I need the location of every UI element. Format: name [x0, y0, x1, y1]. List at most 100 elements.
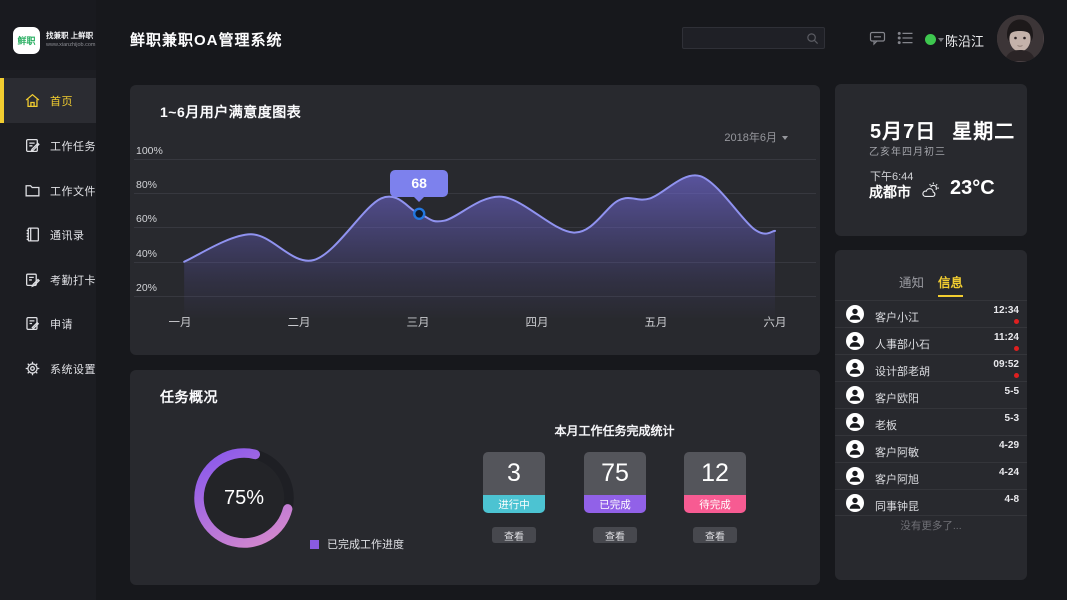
chevron-down-icon: [782, 136, 788, 141]
gear-icon: [24, 360, 41, 377]
date-filter-dropdown[interactable]: 2018年6月: [724, 129, 788, 145]
view-button-pending[interactable]: 查看: [693, 527, 737, 543]
date-heading: 5月7日 星期二: [870, 115, 1015, 144]
gridline: [134, 262, 816, 263]
brand-logo-icon: 鲜职: [13, 27, 40, 54]
chart-tooltip: 68: [390, 169, 449, 202]
message-time: 4-24: [998, 467, 1019, 478]
person-icon: [846, 413, 864, 431]
brand: 鲜职 找兼职 上鲜职 www.xianzhijob.com: [0, 0, 96, 70]
avatar[interactable]: [997, 15, 1044, 62]
legend-label: 已完成工作进度: [327, 539, 404, 551]
message-time: 11:24: [993, 332, 1019, 343]
active-indicator: [0, 212, 4, 257]
unread-dot: [1014, 319, 1019, 324]
temperature: 23°C: [950, 177, 995, 199]
chevron-down-icon: [938, 38, 944, 42]
tab-notice[interactable]: 通知: [898, 276, 924, 290]
user-name[interactable]: 陈沿江: [945, 34, 985, 49]
search-icon[interactable]: [806, 32, 819, 45]
sidebar-item-apply[interactable]: 申请: [0, 301, 96, 346]
active-indicator: [0, 301, 4, 346]
sidebar-item-attendance[interactable]: 考勤打卡: [0, 257, 96, 302]
stat-card-completed: 75 已完成: [584, 452, 646, 513]
unread-dot: [1014, 373, 1019, 378]
stat-card-pending: 12 待完成: [684, 452, 746, 513]
message-list-item[interactable]: 客户阿敏 4-29: [835, 435, 1027, 462]
tooltip-value: 68: [411, 175, 427, 192]
message-list-item[interactable]: 客户小江 12:34: [835, 300, 1027, 327]
sidebar-item-label: 工作文件: [50, 185, 96, 198]
sidebar-item-label: 首页: [50, 95, 73, 108]
sidebar: 鲜职 找兼职 上鲜职 www.xianzhijob.com 首页 工作任务 工作…: [0, 0, 96, 600]
unread-dot: [1014, 346, 1019, 351]
line-series: [183, 174, 776, 263]
message-list-item[interactable]: 客户欧阳 5-5: [835, 381, 1027, 408]
sidebar-item-files[interactable]: 工作文件: [0, 168, 96, 213]
contact-name: 客户欧阳: [875, 393, 919, 405]
satisfaction-chart-card: 1~6月用户满意度图表 2018年6月 100% 80% 60% 40% 20%…: [130, 85, 820, 355]
message-time: 4-8: [1004, 494, 1019, 505]
sidebar-item-contacts[interactable]: 通讯录: [0, 212, 96, 257]
person-icon: [846, 494, 864, 512]
legend-swatch: [310, 539, 319, 549]
message-icon[interactable]: [869, 30, 886, 46]
satisfaction-area-chart: [183, 174, 776, 318]
gridline: [134, 193, 816, 194]
stat-card-in-progress: 3 进行中: [483, 452, 545, 513]
donut-percent-label: 75%: [223, 487, 265, 509]
sidebar-item-home[interactable]: 首页: [0, 78, 96, 123]
stat-value: 3: [483, 452, 545, 495]
active-indicator: [0, 346, 4, 391]
chart-title: 1~6月用户满意度图表: [160, 104, 302, 120]
sidebar-item-label: 工作任务: [50, 140, 96, 153]
page-title: 鲜职兼职OA管理系统: [130, 32, 283, 49]
view-button-in-progress[interactable]: 查看: [492, 527, 536, 543]
tooltip-arrow: [414, 196, 425, 202]
x-axis-tick: 四月: [525, 317, 549, 329]
date-weather-card: 5月7日 星期二 乙亥年四月初三 下午6:44 成都市 23°C: [835, 84, 1027, 236]
message-list-item[interactable]: 客户阿旭 4-24: [835, 462, 1027, 489]
online-status-dot: [925, 34, 936, 45]
message-time: 09:52: [993, 359, 1019, 370]
stat-label: 待完成: [684, 495, 746, 513]
message-time: 5-3: [1004, 413, 1019, 424]
gridline: [134, 296, 816, 297]
message-time: 12:34: [993, 305, 1019, 316]
sidebar-item-label: 考勤打卡: [50, 274, 96, 287]
brand-url: www.xianzhijob.com: [46, 42, 96, 48]
date-text: 5月7日: [870, 121, 937, 143]
person-icon: [846, 467, 864, 485]
message-list-item[interactable]: 老板 5-3: [835, 408, 1027, 435]
view-button-completed[interactable]: 查看: [593, 527, 637, 543]
sidebar-item-label: 系统设置: [50, 363, 96, 376]
sidebar-item-settings[interactable]: 系统设置: [0, 346, 96, 391]
list-icon[interactable]: [897, 30, 914, 46]
contact-name: 客户阿旭: [875, 474, 919, 486]
message-list-item[interactable]: 设计部老胡 09:52: [835, 354, 1027, 381]
x-axis-tick: 五月: [644, 317, 668, 329]
gridline: [134, 159, 816, 160]
contact-name: 设计部老胡: [875, 366, 930, 378]
person-icon: [846, 386, 864, 404]
message-list-item[interactable]: 同事钟昆 4-8: [835, 489, 1027, 516]
message-list-item[interactable]: 人事部小石 11:24: [835, 327, 1027, 354]
sidebar-item-tasks[interactable]: 工作任务: [0, 123, 96, 168]
lunar-date: 乙亥年四月初三: [869, 147, 946, 158]
apply-icon: [24, 315, 41, 332]
x-axis-tick: 三月: [406, 317, 430, 329]
contact-name: 人事部小石: [875, 339, 930, 351]
task-icon: [24, 137, 41, 154]
data-point-marker[interactable]: [413, 207, 426, 221]
contact-name: 老板: [875, 420, 897, 432]
tab-messages[interactable]: 信息: [938, 272, 964, 297]
active-indicator: [0, 123, 4, 168]
stat-label: 已完成: [584, 495, 646, 513]
search-box: [682, 27, 825, 49]
search-input[interactable]: [689, 28, 801, 48]
person-icon: [846, 332, 864, 350]
y-axis-tick: 60%: [136, 213, 158, 225]
y-axis-tick: 100%: [136, 145, 163, 157]
progress-donut-chart: 75%: [189, 443, 299, 553]
no-more-text: 没有更多了...: [900, 520, 962, 532]
